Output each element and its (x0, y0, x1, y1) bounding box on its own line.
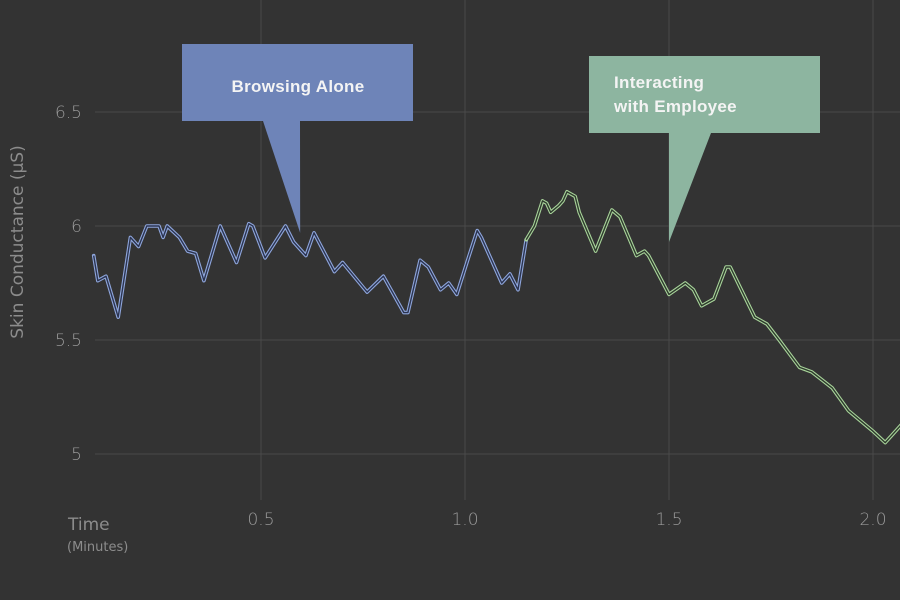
series-line-core-2 (525, 191, 900, 444)
y-axis-title: Skin Conductance (µS) (8, 145, 28, 338)
callout-label: Interacting (614, 73, 704, 92)
series-line-core-1 (93, 223, 527, 318)
tick-labels: 5 5.5 6 6.5 0.5 1.0 1.5 2.0 (55, 103, 887, 530)
callouts: Browsing Alone Interacting with Employee (182, 44, 820, 242)
callout-box (182, 44, 413, 233)
y-tick-label: 5.5 (55, 331, 82, 351)
x-tick-label: 0.5 (247, 510, 274, 530)
series-lines (91, 190, 900, 445)
callout-1: Browsing Alone (182, 44, 413, 233)
callout-label: with Employee (613, 97, 737, 116)
x-axis-title: Time (67, 515, 110, 535)
y-tick-label: 6.5 (55, 103, 82, 123)
callout-label: Browsing Alone (232, 77, 365, 96)
y-tick-label: 6 (71, 217, 82, 237)
series-line-1 (91, 221, 528, 319)
x-tick-label: 1.5 (655, 510, 682, 530)
x-axis-subtitle: (Minutes) (67, 540, 128, 555)
y-tick-label: 5 (71, 445, 82, 465)
x-tick-label: 2.0 (859, 510, 886, 530)
callout-box (589, 56, 820, 242)
x-tick-label: 1.0 (451, 510, 478, 530)
callout-2: Interacting with Employee (589, 56, 820, 242)
